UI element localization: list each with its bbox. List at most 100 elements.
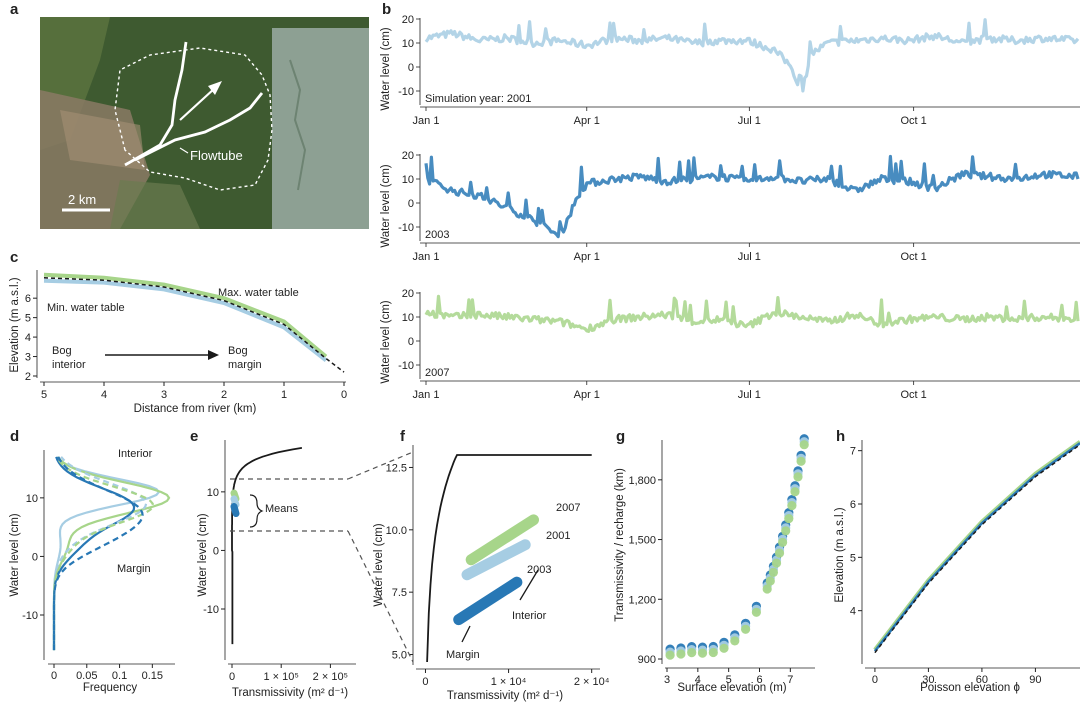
panel-e-xtick-label: 1 × 10⁵ <box>263 671 298 683</box>
panel-g-point <box>687 648 697 658</box>
panel-d-xtick-label: 0.15 <box>142 670 163 682</box>
panel-g-point <box>784 514 794 524</box>
zoom-connectors <box>230 451 414 663</box>
panel-c-max-line <box>43 272 328 359</box>
panel-c-bog-interior-1: Bog <box>52 345 72 357</box>
flow-direction-arrow <box>179 87 216 121</box>
panel-d-ylabel: Water level (cm) <box>9 513 21 596</box>
panel-e-xtick-label: 2 × 10⁵ <box>313 671 348 683</box>
panel-b-ytick-label: -10 <box>398 86 414 98</box>
panel-f-ytick-label: 12.5 <box>386 462 407 474</box>
panel-c-xlabel: Distance from river (km) <box>134 403 257 415</box>
panel-h-ytick-label: 5 <box>850 552 856 564</box>
panel-c: Elevation (m a.s.l.) Distance from river… <box>9 270 347 415</box>
panel-h-line-2003 <box>873 442 1080 652</box>
panel-e-xtick-label: 0 <box>229 671 235 683</box>
panel-label-h: h <box>836 428 845 445</box>
panel-g-point <box>778 537 788 548</box>
panel-g-point <box>665 650 675 660</box>
panel-g-ytick-label: 1,500 <box>628 535 656 547</box>
satellite-map: Flowtube 2 km <box>40 17 369 229</box>
panel-g-point <box>708 647 718 658</box>
panel-c-xtick-label: 3 <box>161 389 167 401</box>
panel-g-ylabel: Transmissivity / recharge (km) <box>614 468 626 622</box>
panel-f-xlabel: Transmissivity (m² d⁻¹) <box>447 690 563 702</box>
zoom-connector-bottom-diag <box>347 530 414 663</box>
panel-g-point <box>790 487 800 497</box>
panel-g-point <box>751 607 762 617</box>
panel-f: Water level (cm) Transmissivity (m² d⁻¹)… <box>373 445 610 702</box>
panel-g-xtick-label: 7 <box>787 674 793 686</box>
panel-f-margin-leader <box>461 625 471 643</box>
panel-g-point <box>771 558 782 568</box>
panel-e-mean-2003 <box>230 503 240 518</box>
panel-b-xtick-label: Oct 1 <box>901 115 927 127</box>
panel-d-xtick-label: 0.05 <box>76 670 97 682</box>
panel-b-xtick-label: Apr 1 <box>574 251 600 263</box>
panel-c-xtick-label: 1 <box>281 389 287 401</box>
panel-label-a: a <box>10 1 19 18</box>
panel-b-xtick-label: Jul 1 <box>738 115 761 127</box>
panel-f-2003-label: 2003 <box>527 564 551 576</box>
panel-d-interior-label: Interior <box>118 448 153 460</box>
panel-h-xtick-label: 60 <box>976 674 988 686</box>
panel-g-point <box>787 501 797 511</box>
panel-b-series-1 <box>424 154 1080 239</box>
panel-b-xtick-label: Jul 1 <box>738 251 761 263</box>
panel-b-series-2 <box>424 294 1080 333</box>
panel-f-interior-leader <box>519 569 539 601</box>
panel-b-year-label: Simulation year: 2001 <box>425 93 531 105</box>
panel-g-point <box>765 576 775 586</box>
flow-direction-arrowhead <box>208 81 222 95</box>
panel-label-c: c <box>10 249 18 266</box>
panel-d-ytick-label: -10 <box>22 610 38 622</box>
panel-b-ytick-label: 0 <box>408 198 414 210</box>
map-field-tile <box>110 180 200 229</box>
panel-b-ylabel-2: Water level (cm) <box>380 164 392 247</box>
panel-f-range-2001 <box>461 539 531 581</box>
panel-g-point <box>719 643 729 653</box>
zoom-connector-top-diag <box>347 451 414 480</box>
map-river <box>289 59 307 191</box>
panel-c-ylabel: Elevation (m a.s.l.) <box>9 277 21 372</box>
panel-g-xtick-label: 5 <box>726 674 732 686</box>
panel-f-ytick-label: 7.5 <box>392 587 407 599</box>
panel-h-ytick-label: 4 <box>850 606 856 618</box>
panel-label-b: b <box>382 1 391 18</box>
panel-label-e: e <box>190 428 198 445</box>
panel-c-min-line <box>43 278 328 362</box>
panel-c-ytick-label: 3 <box>25 352 31 364</box>
panel-f-ytick-label: 10.0 <box>386 525 407 537</box>
panel-f-ytick-label: 5.0 <box>392 650 407 662</box>
panel-c-xtick-label: 0 <box>341 389 347 401</box>
flowtube-line <box>124 41 188 167</box>
panel-b-ylabel-1: Water level (cm) <box>380 27 392 110</box>
panel-b-ytick-label: 20 <box>402 14 414 26</box>
panel-g-point <box>676 649 686 659</box>
panel-g-xtick-label: 3 <box>664 674 670 686</box>
panel-h-xlabel: Poisson elevation ϕ <box>920 682 1020 694</box>
panel-g-xlabel: Surface elevation (m) <box>677 682 786 694</box>
panel-d-margin-label: Margin <box>117 563 151 575</box>
panel-e-ytick-label: 10 <box>207 487 219 499</box>
panel-f-range-2007 <box>465 514 540 566</box>
panel-h-mean-line <box>874 444 1080 654</box>
panel-d-xtick-label: 0 <box>51 670 57 682</box>
panel-h: Elevation (m a.s.l.) Poisson elevation ϕ… <box>834 440 1080 694</box>
panel-b-year-label: 2003 <box>425 229 449 241</box>
panel-e-ylabel: Water level (cm) <box>197 513 209 596</box>
panel-c-ytick-label: 6 <box>25 293 31 305</box>
panel-b-xtick-label: Oct 1 <box>901 251 927 263</box>
panel-c-ytick-label: 2 <box>25 371 31 383</box>
panel-f-xtick-label: 2 × 10⁴ <box>574 676 610 688</box>
panel-b-xtick-label: Jan 1 <box>413 115 440 127</box>
panel-b-xtick-label: Oct 1 <box>901 389 927 401</box>
panel-b-ytick-label: 0 <box>408 336 414 348</box>
panel-d: Water level (cm) Frequency Interior Marg… <box>9 448 175 694</box>
panel-g-point <box>697 648 708 658</box>
panel-h-xtick-label: 0 <box>872 674 878 686</box>
panel-h-ytick-label: 7 <box>850 446 856 458</box>
map-field-tile <box>272 28 369 229</box>
panel-h-xtick-label: 90 <box>1029 674 1041 686</box>
